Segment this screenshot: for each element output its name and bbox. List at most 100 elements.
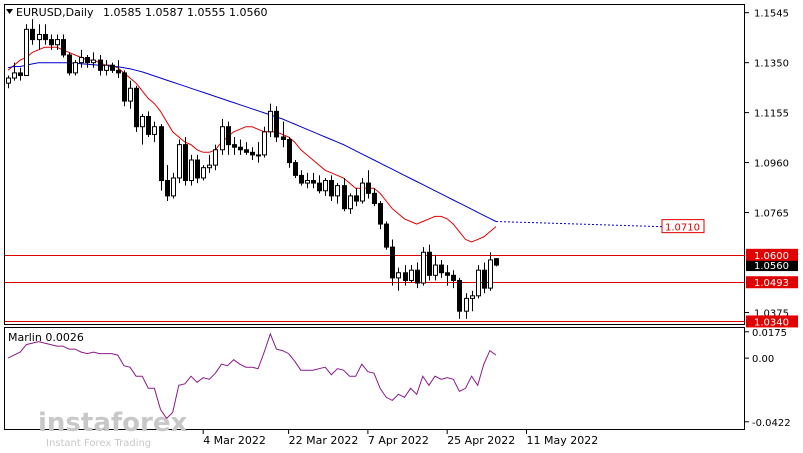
candle-bear (85, 57, 90, 64)
candle-bear (378, 203, 383, 225)
level-price-label: 1.0600 (754, 251, 789, 262)
price-tick-label: 1.0765 (754, 209, 789, 220)
time-tick-label: 22 Mar 2022 (289, 434, 359, 447)
candle-bear (329, 180, 334, 197)
candle-bull (220, 126, 225, 151)
time-tick-label: 7 Apr 2022 (368, 434, 429, 447)
candle-bull (262, 131, 267, 156)
indicator-tick-label: 0.0175 (752, 328, 787, 339)
candle-bear (366, 182, 371, 194)
candle-bear (384, 223, 389, 248)
candle-bear (49, 39, 54, 46)
candle-bull (335, 185, 340, 197)
candle-bear (372, 192, 377, 205)
marlin-line (7, 332, 497, 420)
price-tick-label: 1.1545 (754, 9, 789, 20)
annotation-box (661, 219, 705, 234)
time-tick-label: 25 Apr 2022 (447, 434, 515, 447)
time-tick-label: 4 Mar 2022 (203, 434, 266, 447)
candle-bear (195, 159, 200, 179)
price-tick-label: 1.1350 (754, 59, 789, 70)
candle-bull (470, 295, 475, 299)
candle-bull (6, 77, 11, 84)
candle-bear (165, 180, 170, 197)
symbol-label: EURUSD,Daily (16, 6, 94, 19)
main-plot-area (4, 4, 745, 325)
level-price-box (746, 276, 798, 289)
level-price-box (746, 248, 798, 261)
candle-bear (427, 251, 432, 276)
candle-bull (12, 72, 17, 79)
candle-bear (134, 87, 139, 128)
ohlc-values: 1.0585 1.0587 1.0555 1.0560 (103, 6, 267, 19)
candle-bull (189, 159, 194, 182)
candle-bear (403, 272, 408, 281)
candle-bear (18, 72, 23, 76)
candle-bear (238, 146, 243, 151)
chart-menu-triangle-icon[interactable] (6, 9, 13, 14)
level-price-label: 1.0493 (754, 278, 789, 289)
candle-bear (30, 28, 35, 41)
candle-bear (43, 33, 48, 41)
candle-bull (104, 64, 109, 71)
candle-bull (409, 269, 414, 281)
candle-bull (213, 149, 218, 166)
candle-bear (482, 269, 487, 289)
watermark-tagline: Instant Forex Trading (46, 438, 151, 449)
candle-bear (457, 279, 462, 312)
candles (6, 19, 499, 319)
level-price-label: 1.0340 (754, 317, 789, 328)
candle-bear (274, 110, 279, 138)
candle-bull (268, 110, 273, 133)
slow-moving-average-line (7, 62, 497, 222)
candle-bull (464, 297, 469, 312)
candle-bull (488, 259, 493, 289)
candle-bear (445, 272, 450, 276)
candle-bear (61, 39, 66, 56)
time-tick-label: 11 May 2022 (527, 434, 599, 447)
current-price-box (746, 259, 798, 272)
candle-bear (67, 54, 72, 74)
candle-bear (494, 258, 499, 266)
candle-bear (342, 185, 347, 210)
candle-bull (207, 164, 212, 169)
candle-bull (152, 126, 157, 135)
watermark-brand: instaforex (38, 408, 188, 438)
price-tick-label: 1.1155 (754, 109, 789, 120)
candle-bull (201, 167, 206, 179)
candle-bull (348, 195, 353, 210)
candle-bull (476, 269, 481, 297)
watermark: instaforex Instant Forex Trading (38, 408, 188, 449)
annotation-label: 1.0710 (665, 223, 700, 234)
candle-bear (451, 274, 456, 281)
time-axis: 4 Mar 2022 22 Mar 2022 7 Apr 2022 25 Apr 20… (202, 430, 599, 447)
candle-bear (146, 115, 151, 135)
candle-bull (433, 264, 438, 276)
candle-bear (110, 64, 115, 71)
candle-bear (439, 264, 444, 274)
candle-bear (232, 144, 237, 148)
candle-bear (116, 69, 121, 74)
candle-bull (79, 57, 84, 64)
candle-bull (177, 144, 182, 179)
indicator-tick-label: -0.0422 (752, 418, 791, 429)
candle-bull (24, 28, 29, 76)
candle-bull (128, 87, 133, 102)
candle-bear (415, 269, 420, 284)
candle-bull (323, 180, 328, 192)
candle-bear (98, 59, 103, 71)
price-tick-label: 1.0375 (754, 308, 789, 319)
candle-bull (73, 62, 78, 74)
indicator-label: Marlin 0.0026 (8, 331, 84, 344)
candle-bear (354, 195, 359, 202)
candle-bear (317, 182, 322, 192)
current-price-label: 1.0560 (754, 261, 789, 272)
candle-bear (390, 246, 395, 279)
candle-bull (37, 33, 42, 41)
candle-bull (256, 154, 261, 157)
candle-bear (311, 180, 316, 184)
price-levels (5, 255, 745, 322)
indicator-series (7, 332, 497, 420)
candle-bull (140, 115, 145, 128)
